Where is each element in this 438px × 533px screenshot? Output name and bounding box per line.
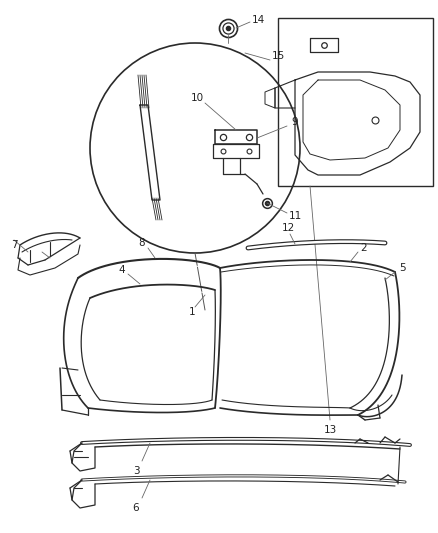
Text: 1: 1 (189, 307, 195, 317)
Text: 13: 13 (323, 425, 337, 435)
Text: 3: 3 (133, 466, 139, 476)
Text: 5: 5 (399, 263, 405, 273)
Text: 6: 6 (133, 503, 139, 513)
Text: 4: 4 (119, 265, 125, 275)
Text: 15: 15 (272, 51, 285, 61)
Text: 10: 10 (191, 93, 204, 103)
Text: 9: 9 (292, 117, 298, 127)
Text: 7: 7 (11, 240, 18, 250)
Text: 11: 11 (288, 211, 302, 221)
Text: 12: 12 (281, 223, 295, 233)
Bar (278, 18, 433, 186)
Text: 8: 8 (139, 238, 145, 248)
Text: 2: 2 (360, 243, 367, 253)
Text: 14: 14 (251, 15, 265, 25)
